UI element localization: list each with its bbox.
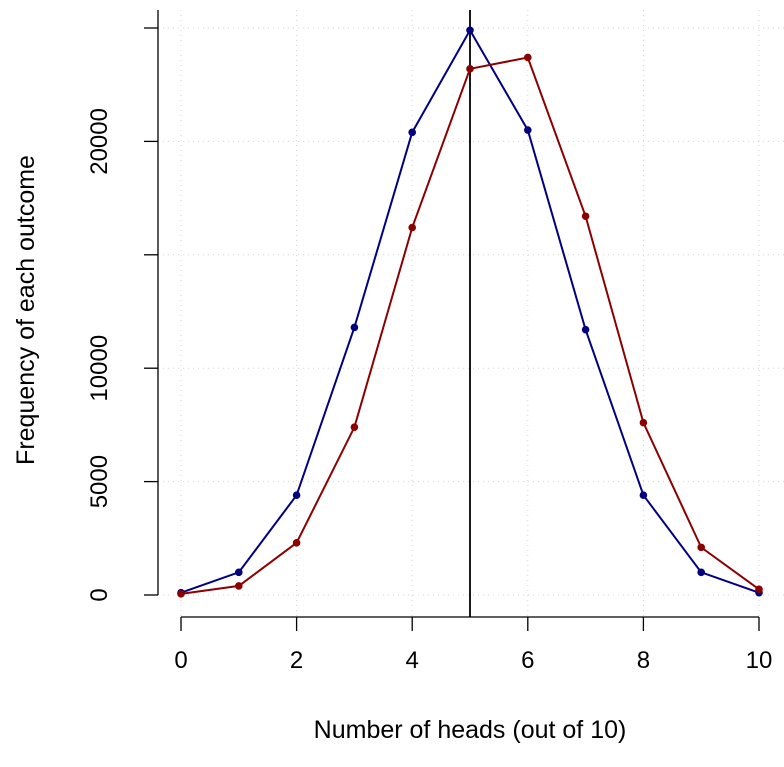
axes: 0 2 4 6 8 10 0 5000 10000 20000 (86, 10, 772, 674)
data-point-series-2 (235, 582, 243, 590)
data-point-series-2 (697, 543, 706, 552)
data-point-series-2 (408, 223, 417, 232)
data-point-series-2 (639, 418, 648, 427)
x-tick-label: 2 (290, 647, 303, 674)
data-point-series-1 (350, 323, 359, 332)
x-tick-label: 4 (406, 647, 419, 674)
data-point-series-2 (350, 423, 359, 431)
series-group (177, 26, 763, 598)
data-point-series-1 (639, 491, 648, 500)
data-point-series-1 (697, 568, 706, 577)
x-tick-label: 8 (637, 647, 650, 674)
y-tick-label: 5000 (86, 455, 113, 508)
data-point-series-1 (292, 491, 301, 500)
data-point-series-1 (581, 325, 590, 334)
data-point-series-2 (755, 585, 763, 594)
data-point-series-1 (524, 126, 532, 134)
grid (158, 10, 784, 617)
data-point-series-1 (466, 26, 474, 35)
y-tick-label: 10000 (86, 335, 113, 402)
y-axis-title: Frequency of each outcome (12, 155, 40, 465)
data-point-series-2 (466, 65, 474, 73)
data-point-series-2 (581, 212, 590, 221)
data-point-series-1 (408, 128, 417, 137)
x-tick-label: 10 (746, 647, 773, 674)
data-point-series-2 (177, 590, 185, 598)
data-point-series-2 (524, 53, 532, 62)
y-tick-label: 0 (86, 588, 113, 601)
data-point-series-2 (292, 539, 301, 547)
data-point-series-1 (235, 568, 243, 577)
x-tick-label: 0 (174, 647, 187, 674)
x-tick-label: 6 (521, 647, 534, 674)
x-axis-title: Number of heads (out of 10) (314, 716, 627, 744)
y-tick-label: 20000 (86, 108, 113, 175)
